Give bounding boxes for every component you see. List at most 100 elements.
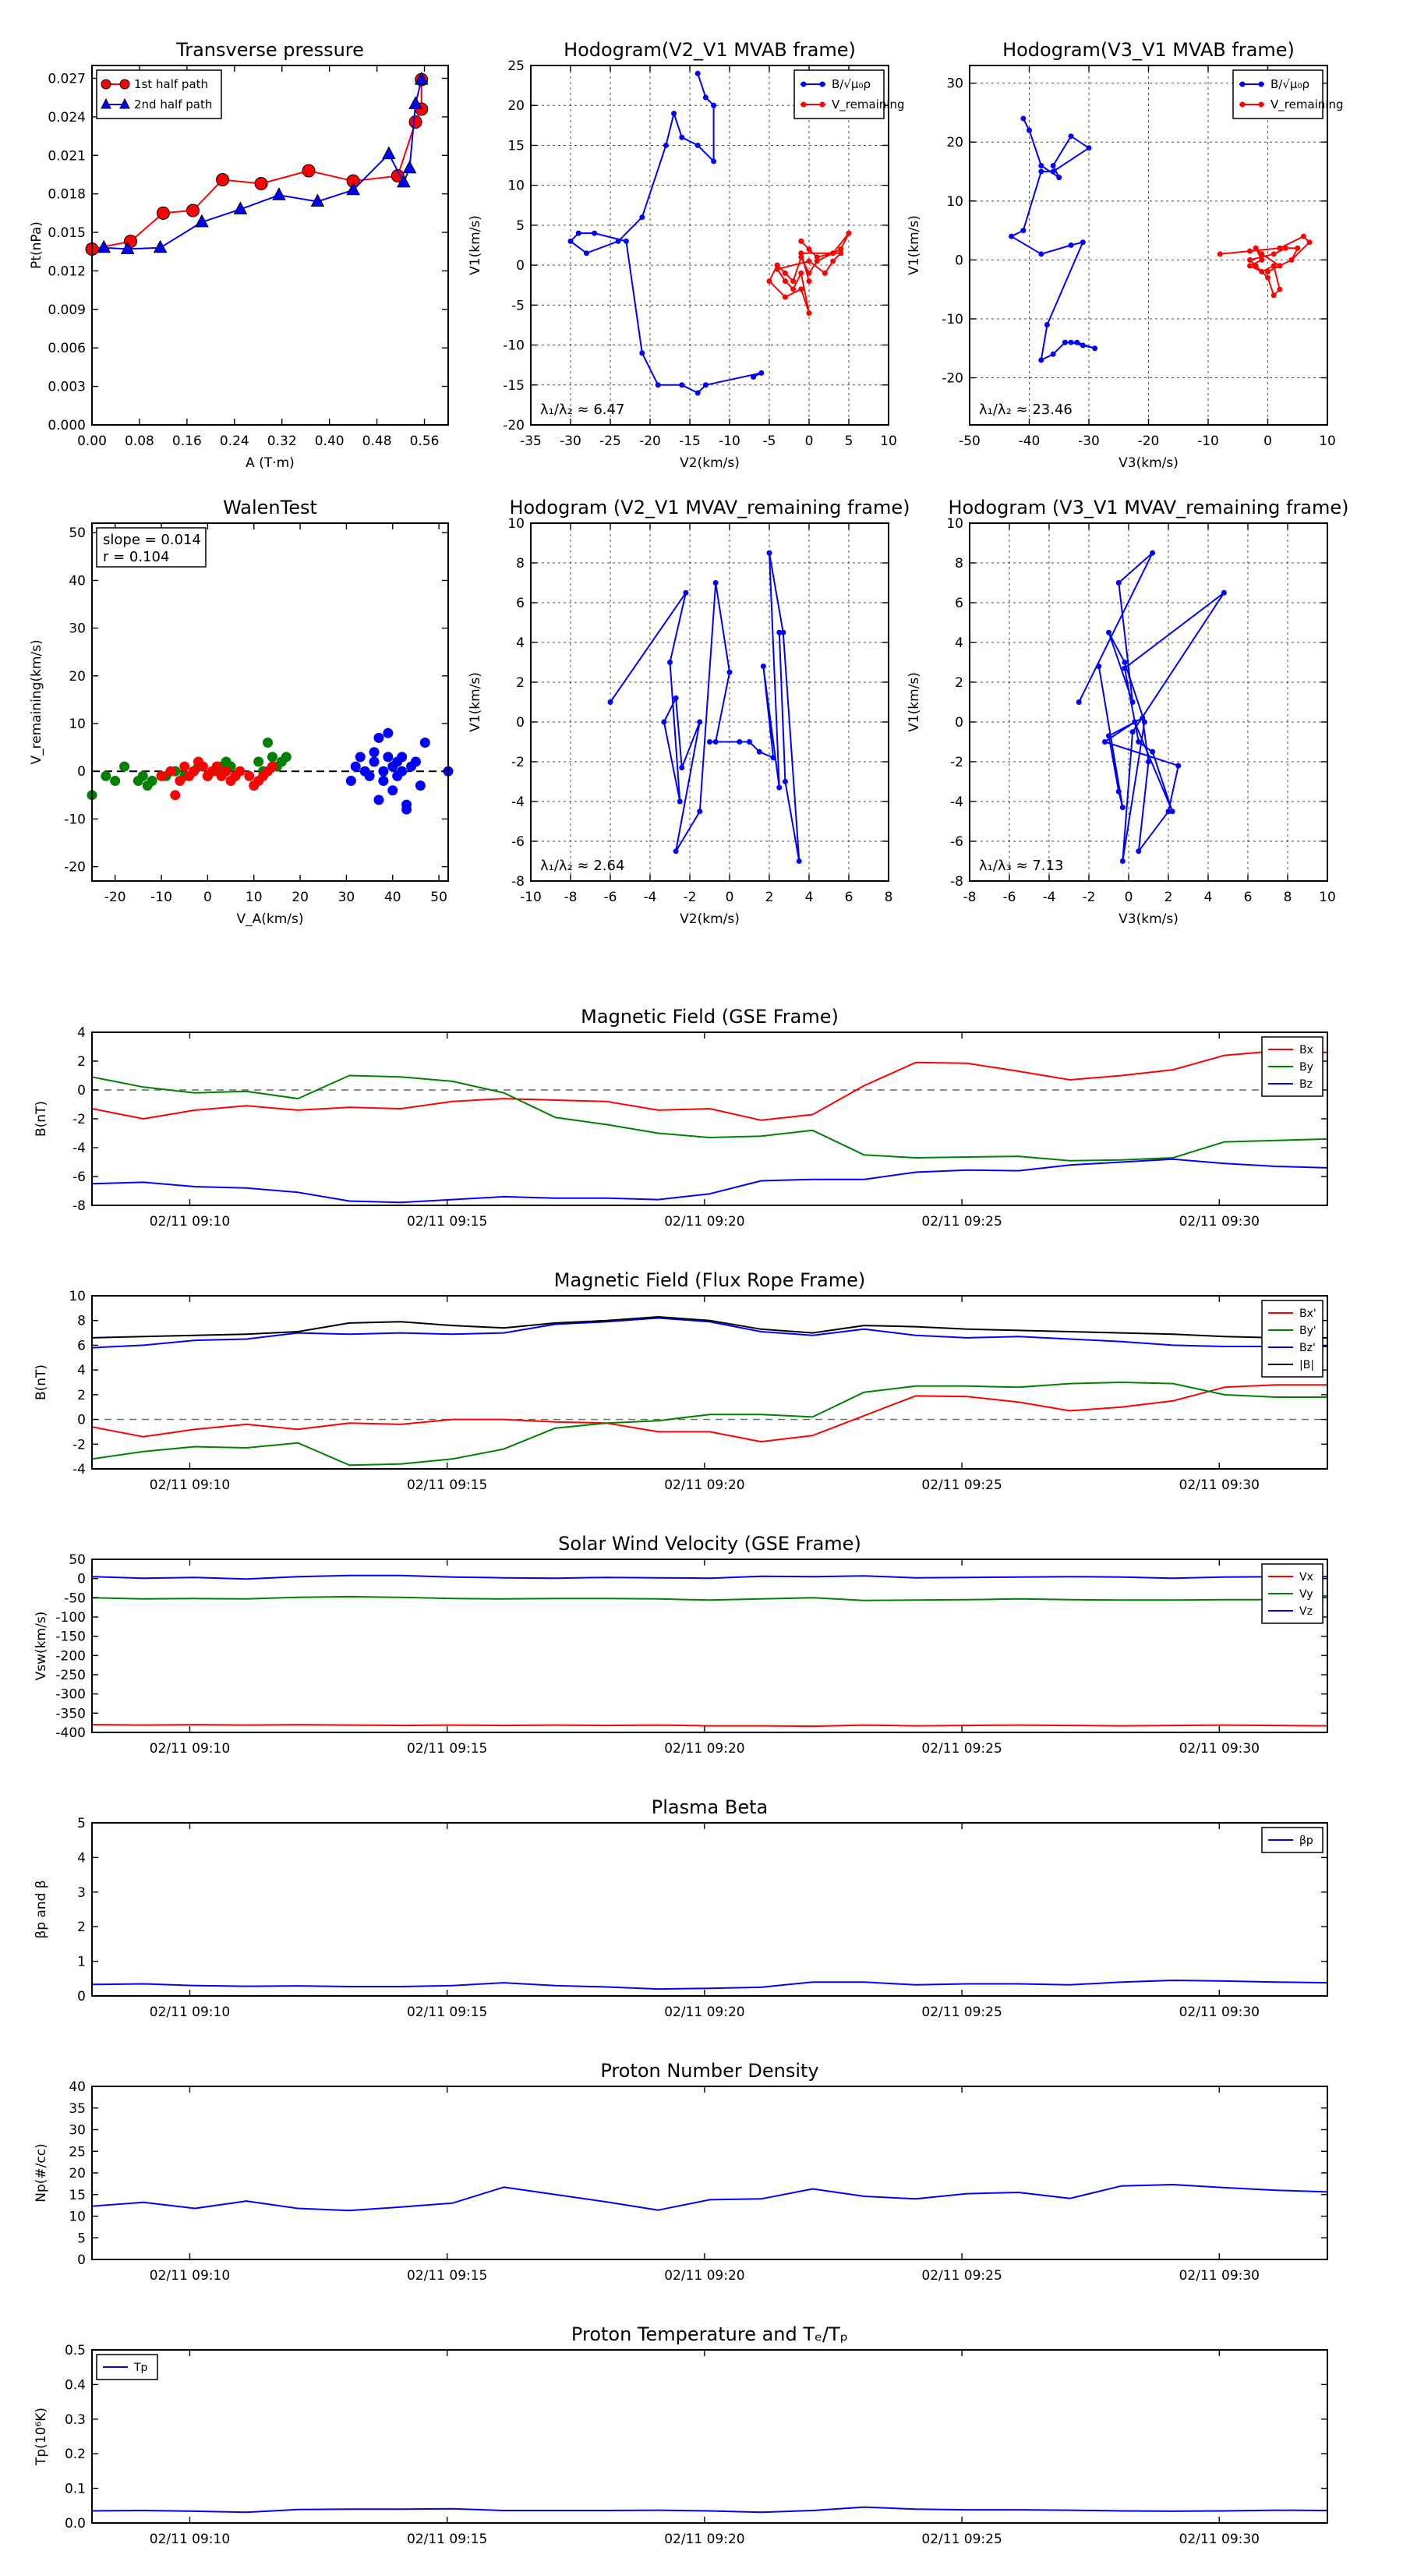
h4-marker [1106, 629, 1111, 635]
h3-title: Hodogram (V2_V1 MVAV_remaining frame) [509, 497, 910, 518]
pt-legend-label: 2nd half path [134, 97, 212, 111]
h1-marker [798, 286, 804, 292]
h3-xtick-label: -6 [604, 890, 617, 905]
h1-marker [592, 230, 598, 236]
h2-marker [1217, 251, 1223, 257]
h1-ytick-label: 10 [507, 179, 525, 194]
h2-marker [1044, 322, 1050, 328]
h2-marker [1020, 115, 1027, 122]
pt-marker [408, 96, 422, 109]
h2-marker [1253, 263, 1259, 269]
h1-marker [671, 110, 677, 116]
walen-ytick-label: -20 [64, 860, 86, 876]
vsw-plot-frame [91, 1559, 1328, 1733]
np-ytick-label: 35 [69, 2101, 86, 2117]
h2-marker [1277, 245, 1283, 251]
h2-xtick-label: -40 [1019, 433, 1041, 449]
h2-marker [1265, 269, 1270, 275]
h2-marker [1038, 357, 1044, 363]
h4-marker [1136, 848, 1142, 855]
h2-marker [1068, 339, 1074, 345]
walen-point [170, 790, 181, 801]
walen-ylabel: V_remaining(km/s) [29, 639, 44, 764]
h2-marker [1038, 251, 1044, 257]
h4-marker [1122, 665, 1128, 671]
walen-point [197, 761, 208, 772]
bfr-xtick-label: 02/11 09:30 [1179, 1477, 1260, 1493]
walen-point [137, 770, 148, 781]
h3-ytick-label: 8 [516, 556, 525, 571]
bgse-ytick-label: -2 [72, 1112, 86, 1127]
h4-marker [1106, 733, 1111, 739]
h2-marker [1300, 233, 1306, 239]
h1-marker [694, 70, 701, 76]
vsw-series-2-line [91, 1574, 1327, 1580]
h1-marker [766, 278, 772, 285]
bgse-legend-label: Bz [1299, 1078, 1313, 1091]
h1-marker [623, 238, 629, 244]
beta-legend-label: βp [1299, 1835, 1313, 1847]
h2-marker [1277, 286, 1283, 292]
h3-marker [776, 784, 783, 791]
tp-xtick-label: 02/11 09:25 [921, 2532, 1002, 2547]
h2-xlabel: V3(km/s) [1119, 455, 1179, 471]
h2-ytick-label: 0 [955, 253, 963, 268]
h4-marker [1129, 699, 1136, 705]
h3-marker [780, 629, 786, 635]
pt-marker [346, 182, 360, 196]
h4-marker [1140, 715, 1146, 721]
h2-ytick-label: -10 [942, 312, 963, 327]
h2-marker [1092, 345, 1098, 352]
h4-marker [1146, 759, 1151, 765]
h1-plot-frame [530, 65, 889, 426]
h4-ytick-label: -2 [950, 755, 963, 770]
h2-marker [1050, 351, 1056, 357]
h1-marker [806, 246, 812, 253]
tp-ytick-label: 0.1 [65, 2482, 86, 2497]
walen-xtick-label: 10 [246, 890, 263, 905]
h3-xtick-label: -8 [564, 890, 578, 905]
h3-marker [756, 748, 762, 755]
pt-marker [120, 241, 135, 254]
pt-marker [186, 203, 200, 218]
tp-title: Proton Temperature and Tₑ/Tₚ [571, 2323, 848, 2345]
pt-marker [195, 214, 209, 228]
walen-xtick-label: -20 [104, 890, 126, 905]
h1-marker [838, 246, 844, 253]
vsw-xtick-label: 02/11 09:30 [1179, 1741, 1260, 1757]
h3-marker [712, 739, 719, 745]
walen-point [419, 738, 430, 748]
h4-marker [1115, 580, 1122, 586]
walen-xtick-label: 40 [384, 890, 401, 905]
h1-legend [793, 69, 885, 119]
np-ytick-label: 10 [69, 2210, 86, 2225]
walen-ytick-label: -10 [64, 812, 86, 827]
pt-legend-marker [101, 97, 111, 109]
h2-legend-marker [1239, 81, 1246, 87]
vsw-legend-label: Vx [1299, 1571, 1313, 1583]
h3-marker [766, 550, 772, 556]
beta-xtick-label: 02/11 09:10 [150, 2005, 230, 2020]
np-series-0-line [91, 2184, 1328, 2212]
bfr-ytick-label: 6 [77, 1338, 86, 1353]
pt-marker [153, 239, 168, 253]
pt-ytick-label: 0.012 [48, 264, 86, 279]
vsw-series-0-line [91, 1724, 1328, 1728]
h2-marker [1247, 263, 1253, 269]
walen-point [355, 752, 366, 763]
h4-ytick-label: 4 [955, 635, 963, 651]
h1-marker [663, 142, 669, 148]
walen-point [369, 756, 380, 767]
beta-xtick-label: 02/11 09:30 [1179, 2005, 1260, 2020]
h1-ytick-label: -15 [503, 378, 525, 394]
h2-series-1-line [1220, 235, 1310, 296]
bgse-title: Magnetic Field (GSE Frame) [581, 1006, 839, 1028]
pt-marker [408, 115, 422, 129]
np-xtick-label: 02/11 09:10 [150, 2268, 230, 2284]
h4-marker [1165, 809, 1172, 815]
bgse-ylabel: B(nT) [34, 1101, 49, 1137]
h4-ytick-label: -6 [950, 834, 963, 850]
h1-marker [679, 134, 685, 140]
h2-legend [1232, 69, 1323, 119]
pt-xtick-label: 0.08 [125, 433, 154, 449]
